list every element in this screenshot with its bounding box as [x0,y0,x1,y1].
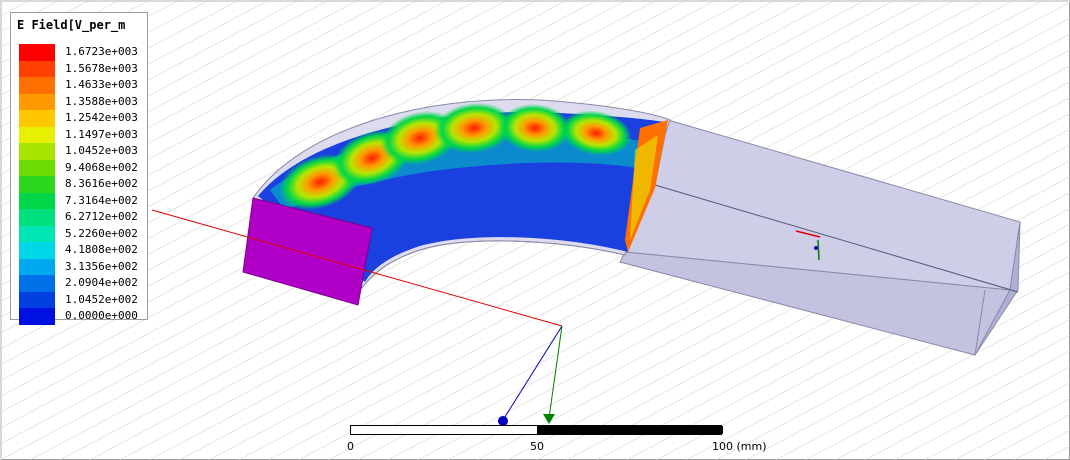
legend-entry: 4.1808e+002 [19,242,145,259]
scale-bar-black-segment [537,426,723,434]
legend-swatch [19,60,55,77]
legend-swatch [19,93,55,110]
legend-swatch [19,77,55,94]
legend-value: 0.0000e+000 [65,309,138,322]
field-legend[interactable]: E Field[V_per_m 1.6723e+003 1.5678e+003 1.… [10,12,148,325]
legend-swatch [19,225,55,242]
legend-swatch [19,176,55,193]
legend-value: 6.2712e+002 [65,210,138,223]
legend-entry: 0.0000e+000 [19,308,145,325]
legend-value: 1.0452e+003 [65,144,138,157]
legend-swatch [19,159,55,176]
legend-entry: 8.3616e+002 [19,176,145,193]
legend-swatch [19,308,55,325]
legend-swatch [19,192,55,209]
legend-entry: 3.1356e+002 [19,258,145,275]
legend-swatch [19,258,55,275]
legend-value: 1.2542e+003 [65,111,138,124]
scale-label-mid: 50 [530,440,544,453]
legend-entry: 1.0452e+003 [19,143,145,160]
legend-swatch [19,275,55,292]
legend-value: 7.3164e+002 [65,193,138,207]
scale-label-start: 0 [347,440,354,453]
legend-entry: 1.4633e+003 [19,77,145,94]
legend-value: 1.5678e+003 [65,61,138,75]
legend-value: 3.1356e+002 [65,259,138,273]
legend-value: 1.4633e+003 [65,78,138,91]
legend-swatch [19,44,55,61]
legend-value: 1.1497e+003 [65,127,138,141]
legend-entry: 1.0452e+002 [19,291,145,308]
port-marker [795,230,821,261]
legend-swatch [19,209,55,226]
legend-value: 1.0452e+002 [65,292,138,306]
legend-swatch [19,291,55,308]
legend-value: 2.0904e+002 [65,276,138,289]
straight-waveguide[interactable] [619,119,1021,356]
scale-label-end: 100 (mm) [712,440,767,453]
legend-value: 5.2260e+002 [65,226,138,240]
legend-entry: 9.4068e+002 [19,159,145,176]
coordinate-axes [151,209,563,426]
legend-swatch [19,143,55,160]
legend-value: 9.4068e+002 [65,160,138,174]
legend-entry: 1.2542e+003 [19,110,145,127]
input-port-face [242,197,373,306]
legend-entry: 1.5678e+003 [19,60,145,77]
legend-value: 8.3616e+002 [65,177,138,190]
legend-entry: 2.0904e+002 [19,275,145,292]
legend-swatch [19,110,55,127]
scale-bar [350,425,723,435]
legend-entry: 7.3164e+002 [19,192,145,209]
legend-value: 1.6723e+003 [65,45,138,58]
legend-entry: 1.6723e+003 [19,44,145,61]
legend-entry: 6.2712e+002 [19,209,145,226]
legend-value: 4.1808e+002 [65,243,138,256]
legend-swatch [19,242,55,259]
legend-entry: 1.1497e+003 [19,126,145,143]
legend-swatch [19,126,55,143]
legend-title: E Field[V_per_m [17,18,126,32]
legend-entry: 1.3588e+003 [19,93,145,110]
legend-entry: 5.2260e+002 [19,225,145,242]
field-hotspots [279,102,632,210]
legend-value: 1.3588e+003 [65,94,138,108]
